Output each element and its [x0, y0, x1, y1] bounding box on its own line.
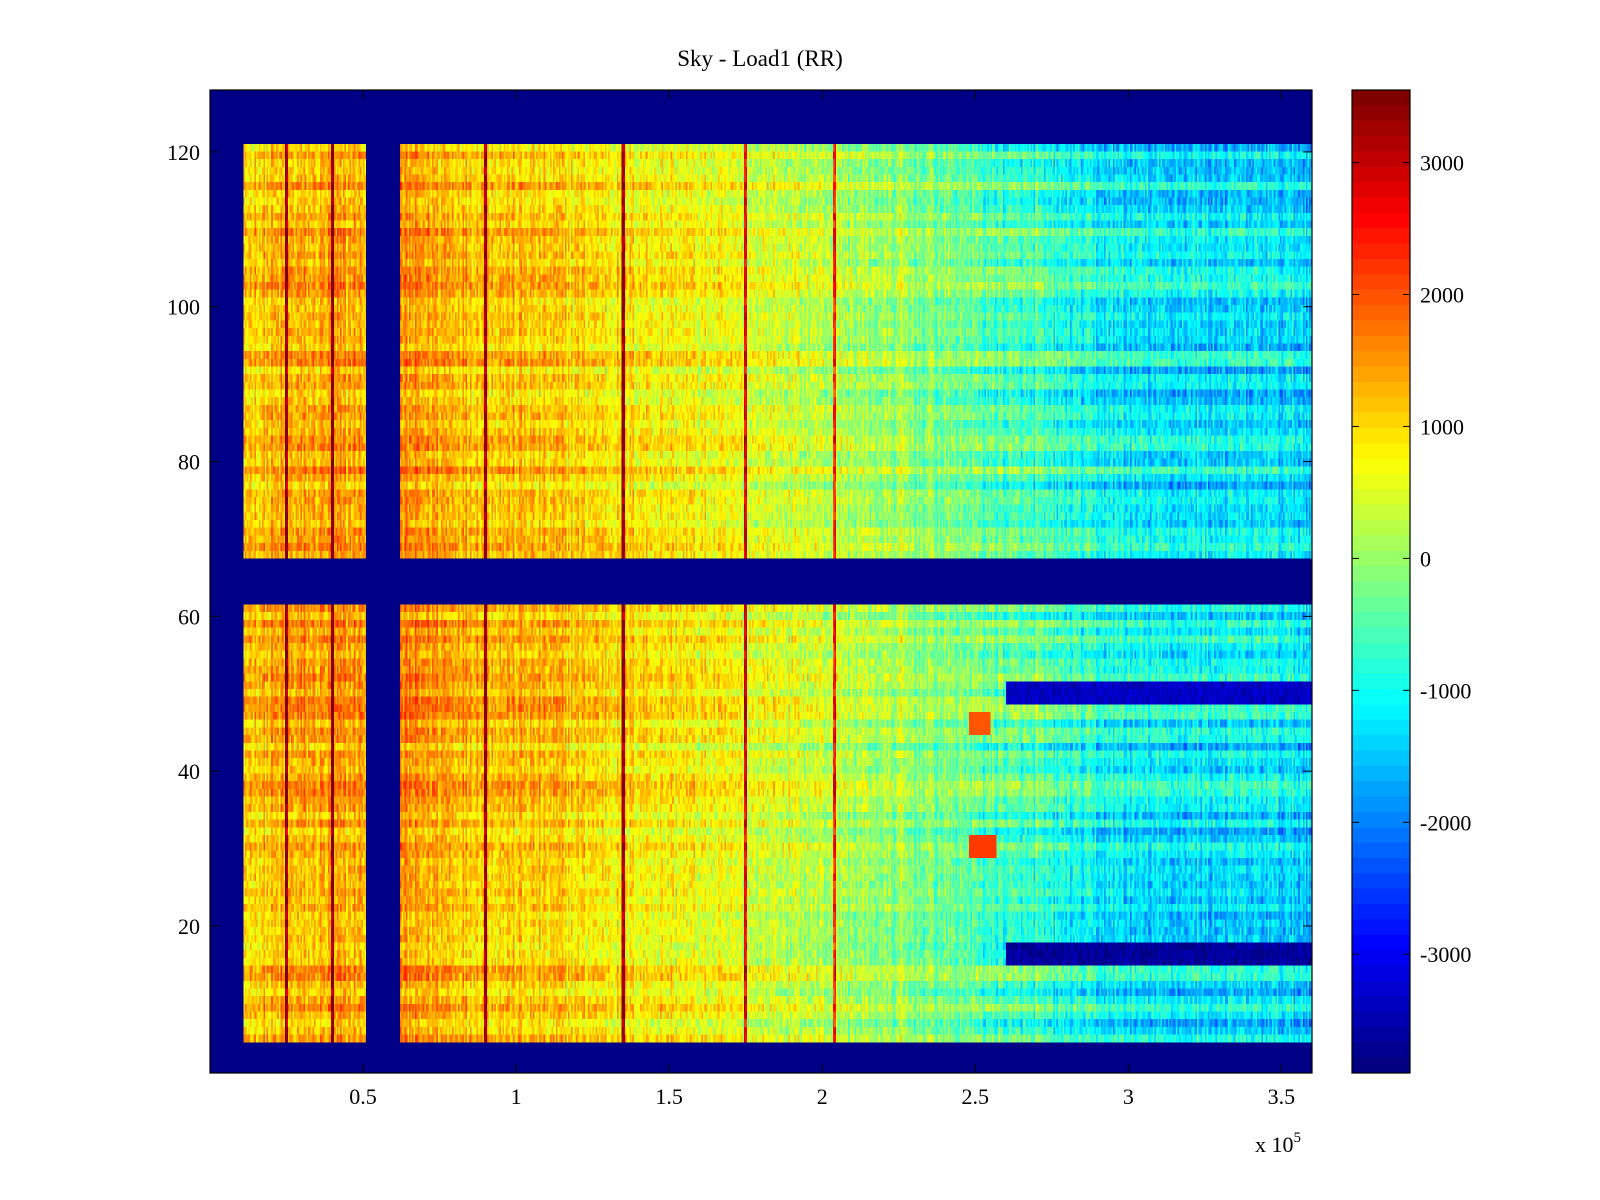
heatmap-image: [210, 90, 1312, 1073]
y-tick-label: 80: [178, 450, 200, 475]
x-tick-label: 1: [511, 1084, 522, 1109]
colorbar-tick-label: -2000: [1420, 810, 1471, 835]
colorbar-tick-label: 2000: [1420, 283, 1464, 308]
y-tick-label: 120: [167, 140, 200, 165]
x-tick-label: 2: [817, 1084, 828, 1109]
y-axis: 20 40 60 80 100 120: [167, 140, 1312, 939]
chart-title: Sky - Load1 (RR): [677, 46, 842, 71]
y-tick-label: 40: [178, 759, 200, 784]
x-axis: 0.5 1 1.5 2 2.5 3 3.5: [349, 90, 1295, 1109]
x-tick-label: 3: [1123, 1084, 1134, 1109]
x-tick-label: 1.5: [655, 1084, 683, 1109]
colorbar-tick-label: -3000: [1420, 942, 1471, 967]
x-exponent-power: 5: [1294, 1130, 1302, 1146]
x-tick-label: 2.5: [962, 1084, 990, 1109]
plot-frame: [209, 89, 1313, 1074]
colorbar-image: [1352, 90, 1410, 1073]
y-tick-label: 20: [178, 914, 200, 939]
colorbar-tick-label: 3000: [1420, 151, 1464, 176]
colorbar-axis: 3000 2000 1000 0 -1000 -2000 -3000: [1352, 151, 1471, 967]
y-tick-label: 60: [178, 604, 200, 629]
y-tick-label: 100: [167, 295, 200, 320]
colorbar-tick-label: 0: [1420, 546, 1431, 571]
colorbar-tick-label: -1000: [1420, 678, 1471, 703]
x-tick-label: 0.5: [349, 1084, 377, 1109]
x-exponent-label: x 105: [1255, 1130, 1301, 1157]
x-tick-label: 3.5: [1268, 1084, 1296, 1109]
colorbar-tick-label: 1000: [1420, 414, 1464, 439]
colorbar-frame: [1351, 89, 1411, 1074]
